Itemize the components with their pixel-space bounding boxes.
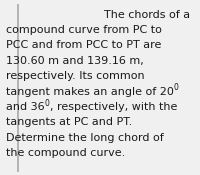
Text: The chords of a: The chords of a <box>104 10 190 20</box>
Text: 130.60 m and 139.16 m,: 130.60 m and 139.16 m, <box>6 56 144 66</box>
Text: 0: 0 <box>174 83 179 92</box>
Text: , respectively, with the: , respectively, with the <box>50 102 177 112</box>
Text: tangent makes an angle of 20: tangent makes an angle of 20 <box>6 87 174 97</box>
Text: the compound curve.: the compound curve. <box>6 148 125 158</box>
Text: compound curve from PC to: compound curve from PC to <box>6 25 162 35</box>
Text: tangents at PC and PT.: tangents at PC and PT. <box>6 117 132 127</box>
Text: PCC and from PCC to PT are: PCC and from PCC to PT are <box>6 40 161 50</box>
Text: 0: 0 <box>45 99 50 108</box>
Text: and 36: and 36 <box>6 102 45 112</box>
Text: respectively. Its common: respectively. Its common <box>6 71 145 81</box>
Text: Determine the long chord of: Determine the long chord of <box>6 133 164 143</box>
